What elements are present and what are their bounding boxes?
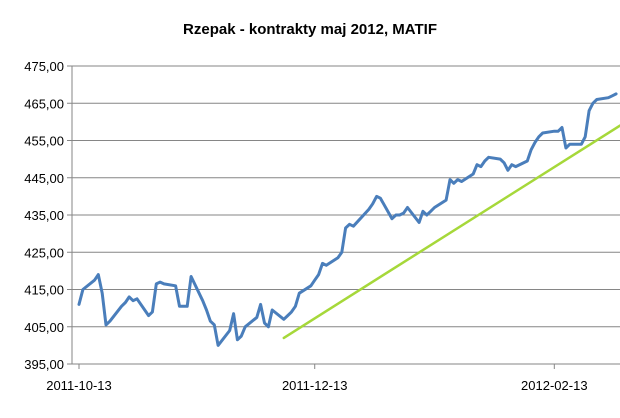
y-tick-label: 435,00 [24, 208, 64, 223]
y-tick-label: 425,00 [24, 245, 64, 260]
y-tick-label: 455,00 [24, 134, 64, 149]
y-tick-label: 475,00 [24, 59, 64, 74]
trend-line [282, 124, 620, 340]
x-tick-label: 2012-02-13 [521, 378, 588, 393]
series [77, 92, 620, 347]
y-tick-label: 415,00 [24, 283, 64, 298]
y-tick-label: 465,00 [24, 96, 64, 111]
price-line [77, 92, 618, 347]
x-tick-label: 2011-10-13 [46, 378, 112, 393]
axes: 395,00 405,00 415,00 425,00 435,00 445,00 455,… [24, 59, 620, 393]
gridlines [72, 65, 620, 328]
x-tick-label: 2011-12-13 [282, 378, 348, 393]
y-tick-label: 405,00 [24, 320, 64, 335]
chart-title: Rzepak - kontrakty maj 2012, MATIF [183, 21, 437, 38]
y-tick-label: 395,00 [24, 357, 64, 372]
y-tick-label: 445,00 [24, 171, 64, 186]
